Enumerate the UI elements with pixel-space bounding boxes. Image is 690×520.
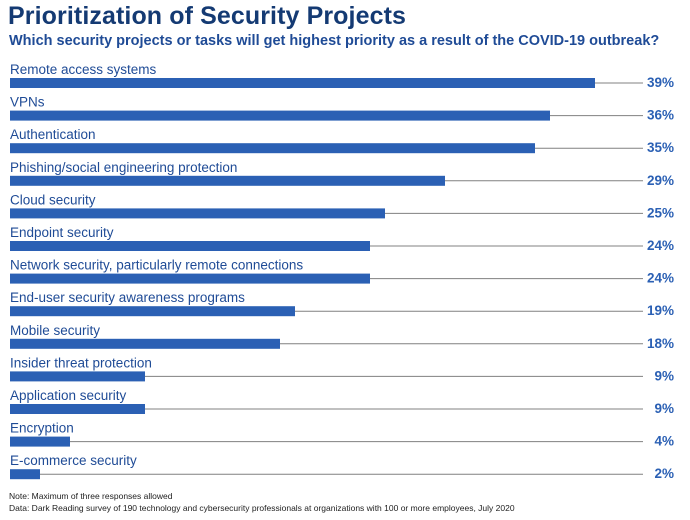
category-label: Network security, particularly remote co… [10,258,303,273]
category-label: Mobile security [10,323,100,338]
bar [10,273,370,284]
value-label: 36% [647,108,674,123]
bar-chart: Remote access systems 39% VPNs 36% Authentic… [10,62,674,481]
bar [10,241,370,251]
bar [10,306,295,317]
category-label: End-user security awareness programs [10,290,245,305]
category-label: Encryption [10,421,74,436]
value-label: 9% [654,368,674,383]
category-label: Phishing/social engineering protection [10,160,237,175]
bar [10,175,445,186]
category-label: Authentication [10,127,96,142]
bar [10,208,385,219]
category-label: Insider threat protection [10,355,152,370]
value-label: 35% [647,140,674,155]
value-label: 25% [647,205,674,220]
value-label: 4% [654,434,674,449]
value-label: 24% [647,271,674,286]
value-label: 18% [647,336,674,351]
bar [10,338,280,349]
bar [10,469,40,480]
bar [10,404,145,414]
bar [10,78,595,88]
bar [10,371,145,382]
value-label: 2% [654,466,674,481]
value-label: 29% [647,173,674,188]
category-label: Application security [10,388,127,403]
category-label: Remote access systems [10,62,157,77]
category-label: E-commerce security [10,453,137,468]
bar [10,110,550,121]
category-label: VPNs [10,95,45,110]
value-label: 24% [647,238,674,253]
bar [10,143,535,154]
value-label: 39% [647,75,674,90]
category-label: Endpoint security [10,225,114,240]
footnote: Note: Maximum of three responses allowed [9,491,173,501]
value-label: 9% [654,401,674,416]
value-label: 19% [647,303,674,318]
chart-title: Prioritization of Security Projects [8,2,407,30]
bar [10,436,70,447]
category-label: Cloud security [10,192,96,207]
data-source: Data: Dark Reading survey of 190 technol… [9,503,515,513]
chart-subtitle: Which security projects or tasks will ge… [9,33,660,49]
